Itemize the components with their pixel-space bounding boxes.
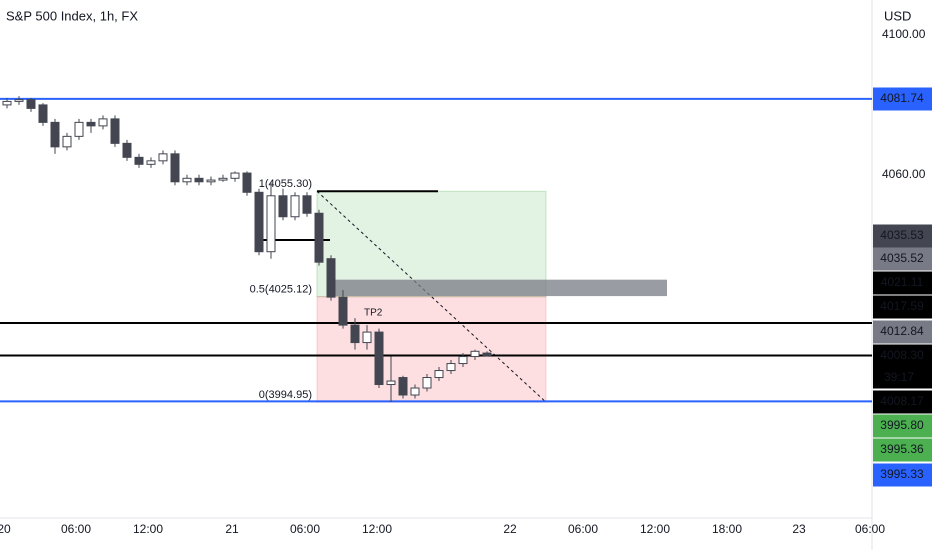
candle-body xyxy=(266,195,276,253)
candle-body xyxy=(158,153,168,162)
candle-body xyxy=(182,177,192,183)
x-tick-label: 06:00 xyxy=(855,522,885,536)
price-badge-label: 4035.53 xyxy=(880,228,924,242)
candle-body xyxy=(74,121,84,137)
candle-body xyxy=(278,195,288,218)
candle-body xyxy=(458,356,468,365)
price-badge-label: 4012.84 xyxy=(880,324,924,338)
plot-area: 1(4055.30) 0.5(4025.12) 0(3994.95) TP2 xyxy=(0,96,872,403)
candle-body xyxy=(290,195,300,218)
candle-body xyxy=(338,296,348,326)
candle-body xyxy=(170,153,180,183)
candle-body xyxy=(218,177,228,181)
price-badge-label: 4035.52 xyxy=(880,251,924,265)
fib-label: 0.5(4025.12) xyxy=(250,284,312,296)
candle-body xyxy=(2,100,12,106)
target-zone xyxy=(316,190,547,298)
candle-body xyxy=(134,156,144,165)
x-tick-label: 06:00 xyxy=(61,522,91,536)
zone-box xyxy=(330,279,667,297)
price-badge xyxy=(873,438,932,462)
price-badge xyxy=(873,414,932,438)
x-tick-label: 23 xyxy=(792,522,806,536)
x-tick-label: 06:00 xyxy=(290,522,320,536)
candle-body xyxy=(254,191,264,253)
price-badge-label: 4021.11 xyxy=(881,275,924,289)
chart-title: S&P 500 Index, 1h, FX xyxy=(6,8,138,23)
price-badge-label: 3995.33 xyxy=(880,467,924,481)
candle-body xyxy=(446,363,456,372)
candle-body xyxy=(326,258,336,298)
y-tick-label: 4060.00 xyxy=(882,167,926,181)
price-badge-label: 4017.59 xyxy=(880,299,924,313)
y-tick-label: 4100.00 xyxy=(882,27,926,41)
candle-body xyxy=(374,331,384,386)
candle-body xyxy=(122,142,132,158)
price-badge xyxy=(873,320,932,344)
candle-body xyxy=(398,377,408,396)
candle-body xyxy=(386,380,396,386)
countdown: 39:17 xyxy=(884,370,914,384)
fib-label: 0(3994.95) xyxy=(259,389,312,401)
price-badge xyxy=(873,295,932,319)
x-tick-label: 22 xyxy=(503,522,517,536)
candle-body xyxy=(110,118,120,144)
price-badge-label: 3995.80 xyxy=(880,418,924,432)
candle-body xyxy=(206,179,216,183)
price-badge xyxy=(873,224,932,248)
candle-body xyxy=(242,172,252,193)
candle-body xyxy=(434,370,444,379)
candle-body xyxy=(62,135,72,148)
price-badge-label: 4081.74 xyxy=(880,91,924,105)
fib-label: 1(4055.30) xyxy=(259,178,312,190)
candle-body xyxy=(50,121,60,148)
price-badge xyxy=(873,463,932,487)
price-badge xyxy=(873,271,932,295)
price-badge-label: 4008.30 xyxy=(880,348,924,362)
diagonal xyxy=(316,190,547,403)
x-tick-label: 18:00 xyxy=(712,522,742,536)
tp-label: TP2 xyxy=(364,308,383,319)
candle-body xyxy=(98,118,108,127)
candle-body xyxy=(410,387,420,396)
candle-body xyxy=(38,104,48,123)
x-tick-label: 12:00 xyxy=(640,522,670,536)
candle-body xyxy=(422,377,432,389)
price-badge-label: 4008.17 xyxy=(880,394,924,408)
candle-body xyxy=(14,99,24,102)
candle-body xyxy=(470,350,480,358)
x-tick-label: 12:00 xyxy=(362,522,392,536)
price-badge xyxy=(873,87,932,111)
candle-body xyxy=(26,99,36,109)
x-tick-label: 12:00 xyxy=(133,522,163,536)
candle-body xyxy=(482,352,492,357)
price-badge-label: 3995.36 xyxy=(880,442,924,456)
candle-body xyxy=(350,324,360,344)
candle-body xyxy=(194,177,204,183)
x-tick-label: 21 xyxy=(225,522,239,536)
candle-body xyxy=(230,172,240,179)
x-tick-label: 20 xyxy=(0,522,11,536)
candle-body xyxy=(86,121,96,127)
candle-body xyxy=(146,160,156,165)
currency-label: USD xyxy=(884,8,911,23)
price-badge xyxy=(873,390,932,414)
x-tick-label: 06:00 xyxy=(568,522,598,536)
price-badge xyxy=(873,344,932,389)
candle-body xyxy=(302,195,312,214)
candle-body xyxy=(362,331,372,344)
price-badge xyxy=(873,247,932,271)
candle-body xyxy=(314,212,324,263)
